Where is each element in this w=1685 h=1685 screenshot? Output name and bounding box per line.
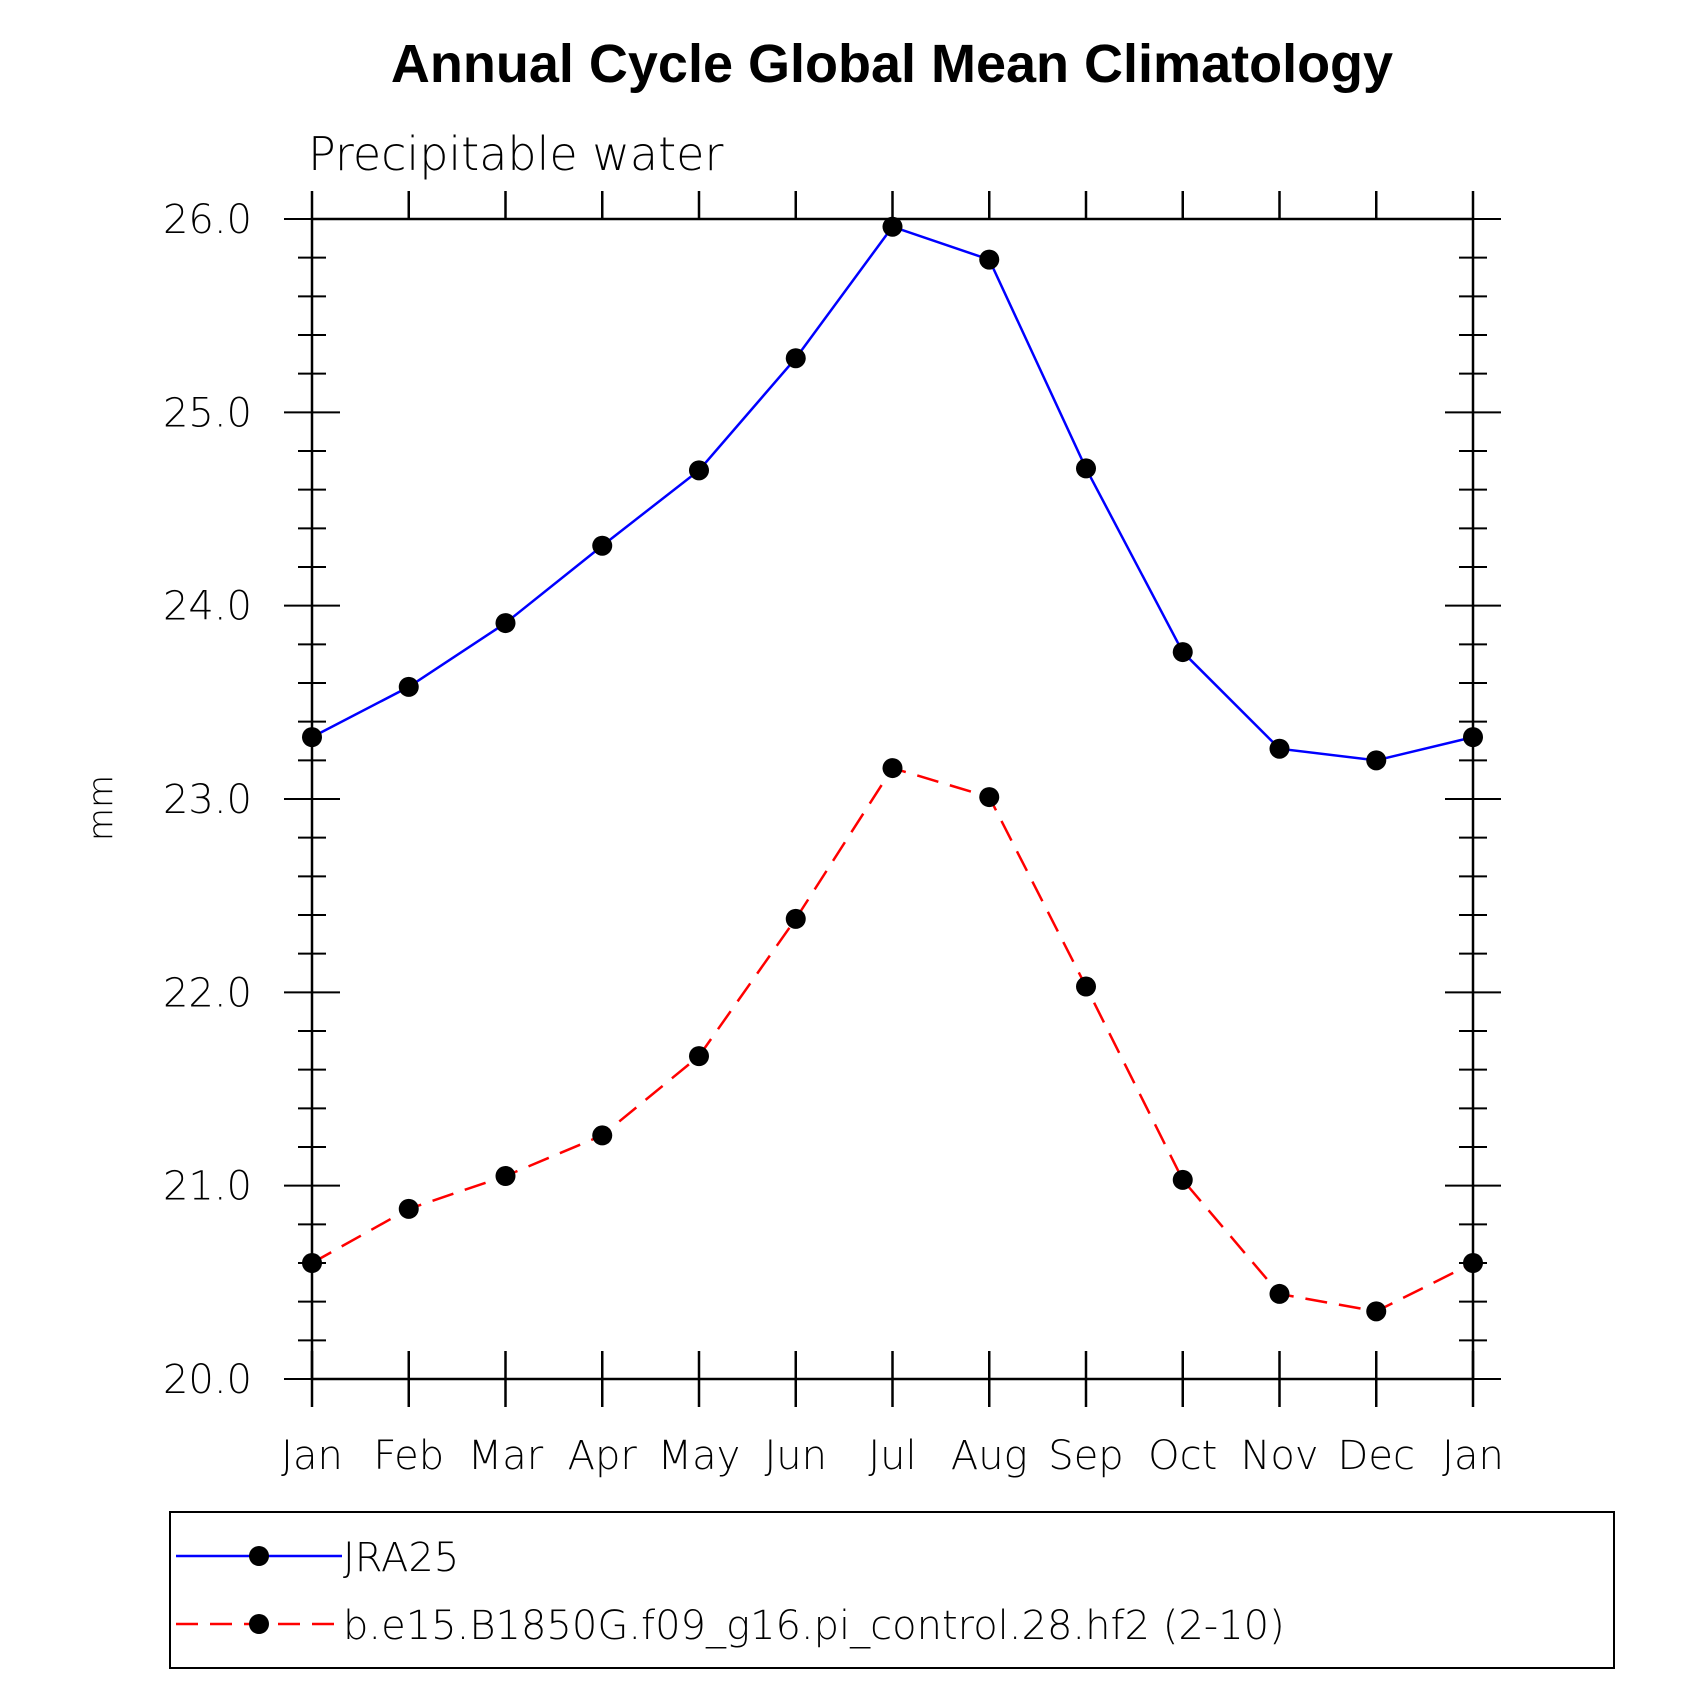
x-tick-label: Jul [868, 1433, 916, 1479]
y-tick-label: 20.0 [163, 1357, 252, 1403]
data-point [302, 727, 322, 748]
data-point [1463, 727, 1483, 748]
x-tick-label: Oct [1148, 1433, 1217, 1479]
data-point [398, 676, 419, 697]
y-tick-label: 21.0 [163, 1164, 252, 1210]
y-tick-label: 24.0 [163, 584, 252, 630]
series-line [311, 766, 1474, 1313]
legend-label: b.e15.B1850G.f09_g16.pi_control.28.hf2 (… [343, 1603, 1285, 1649]
data-point [302, 1253, 322, 1273]
x-tick-label: May [658, 1433, 741, 1479]
y-tick-label: 26.0 [163, 197, 252, 243]
x-tick-label: Aug [951, 1433, 1028, 1479]
y-axis-label: mm [81, 775, 121, 841]
data-point [592, 1125, 613, 1146]
legend: JRA25 b.e15.B1850G.f09_g16.pi_control.28.… [169, 1511, 1615, 1669]
data-point [495, 613, 516, 634]
x-tick-label: Dec [1338, 1433, 1415, 1479]
plot-frame [310, 217, 1475, 1381]
data-point [1076, 976, 1096, 997]
data-point [1366, 1301, 1387, 1322]
x-tick-label: Jun [765, 1433, 828, 1479]
y-tick-label: 22.0 [163, 970, 252, 1016]
x-tick-label: Feb [373, 1433, 444, 1479]
legend-label: JRA25 [343, 1535, 459, 1581]
data-point [1366, 750, 1387, 771]
x-axis-ticks: Jan Feb Mar Apr May Jun Jul Aug Sep Oct Nov Dec Jan [281, 191, 1504, 1479]
data-point [1463, 1253, 1483, 1273]
data-point [979, 249, 1000, 270]
data-point [979, 787, 1000, 808]
series-line [311, 225, 1474, 762]
data-point [1269, 1283, 1290, 1304]
x-tick-label: Jan [281, 1433, 343, 1479]
x-tick-label: Nov [1240, 1433, 1318, 1479]
x-tick-label: Sep [1048, 1433, 1123, 1479]
data-point [882, 758, 903, 779]
data-point [785, 348, 806, 369]
legend-marker [249, 1546, 269, 1566]
data-point [1076, 458, 1096, 479]
data-point [785, 908, 806, 929]
chart-title: Annual Cycle Global Mean Climatology [391, 34, 1393, 94]
data-point [882, 216, 903, 237]
x-tick-label: Apr [568, 1433, 638, 1479]
data-point [1172, 1169, 1193, 1190]
data-point [398, 1198, 419, 1219]
y-tick-label: 25.0 [163, 390, 252, 436]
legend-box [169, 1511, 1615, 1669]
x-tick-label: Jan [1442, 1433, 1504, 1479]
data-point [689, 1046, 709, 1067]
chart-subtitle: Precipitable water [308, 127, 723, 181]
data-point [689, 460, 709, 481]
x-tick-label: Mar [468, 1433, 544, 1479]
data-point [592, 535, 613, 556]
data-point [1172, 642, 1193, 663]
y-tick-label: 23.0 [163, 777, 252, 823]
series-layer [302, 216, 1483, 1322]
y-axis-ticks: 20.0 21.0 22.0 23.0 24.0 25.0 26.0 [163, 197, 1501, 1403]
data-point [495, 1166, 516, 1186]
data-point [1269, 738, 1290, 759]
legend-marker [249, 1614, 269, 1634]
